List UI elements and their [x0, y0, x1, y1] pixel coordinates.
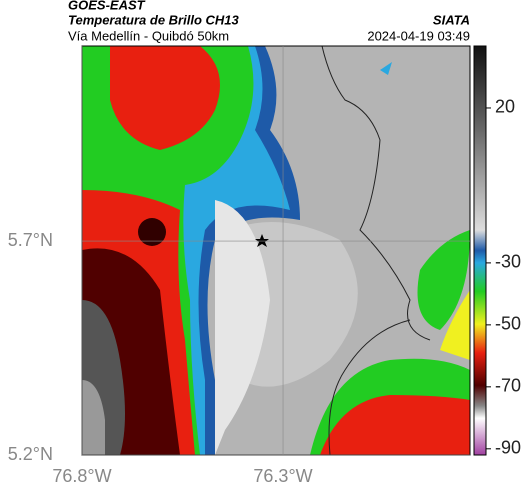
colorbar: [473, 45, 487, 456]
subtitle: Temperatura de Brillo CH13: [68, 12, 240, 27]
source: SIATA: [433, 12, 470, 27]
title: GOES-EAST: [68, 0, 146, 12]
satellite-image: [82, 46, 470, 455]
x-tick-label: 76.3°W: [253, 466, 312, 486]
y-tick-label: 5.2°N: [8, 444, 53, 464]
colorbar-tick-label: -90: [495, 438, 521, 458]
x-tick-label: 76.8°W: [52, 466, 111, 486]
region: Vía Medellín - Quibdó 50km: [68, 28, 229, 43]
colorbar-tick-label: -70: [495, 376, 521, 396]
colorbar-tick-label: -30: [495, 252, 521, 272]
colorbar-tick-label: 20: [495, 97, 515, 117]
date: 2024-04-19 03:49: [367, 28, 470, 43]
y-tick-label: 5.7°N: [8, 230, 53, 250]
colorbar-tick-label: -50: [495, 314, 521, 334]
location-marker: [255, 234, 269, 247]
